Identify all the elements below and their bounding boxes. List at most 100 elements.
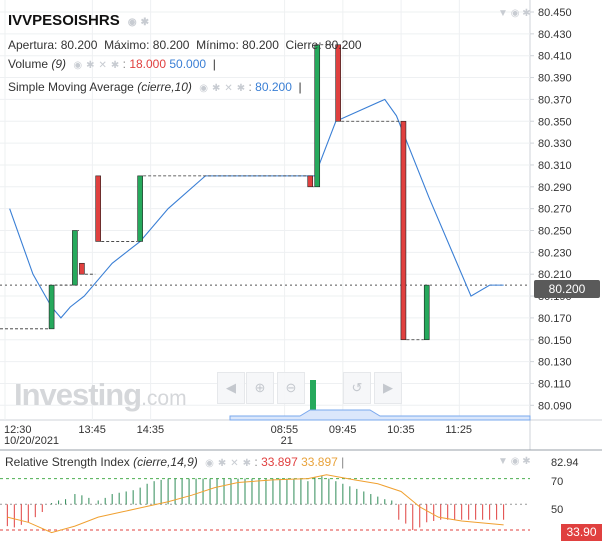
y-tick-label: 80.330 [538, 138, 572, 150]
y-tick-label: 80.430 [538, 29, 572, 41]
close-icon[interactable]: ✕ [230, 458, 239, 469]
close-value: 80.200 [324, 38, 362, 52]
close-label: Cierre: [285, 38, 322, 52]
rsi-legend: Relative Strength Index (cierre,14,9) ◉ ✱… [5, 455, 345, 469]
eye-icon[interactable]: ◉ [73, 60, 83, 71]
candle [79, 262, 85, 275]
sma-polyline [9, 98, 504, 319]
current-price-label: 80.200 [534, 280, 600, 298]
eye-icon[interactable]: ◉ [199, 83, 208, 94]
gear-icon[interactable]: ✱ [242, 458, 252, 469]
price-grid [0, 0, 602, 451]
logo-main: Investing [14, 377, 142, 412]
candle [72, 230, 78, 286]
y-tick-label: 80.390 [538, 73, 572, 85]
x-tick-label: 14:35 [137, 424, 165, 436]
scroll-right-button[interactable]: ▶ [374, 372, 402, 404]
gear-icon[interactable]: ✱ [140, 17, 149, 28]
eye-icon[interactable]: ◉ [510, 456, 520, 467]
rsi-value-2: 33.897 [301, 455, 338, 469]
zoom-out-icon: ⊖ [285, 380, 297, 395]
high-label: Máximo: [104, 38, 150, 52]
high-value: 80.200 [152, 38, 190, 52]
y-tick-label: 80.210 [538, 269, 572, 281]
gear-icon[interactable]: ✱ [522, 8, 531, 19]
investing-logo: Investing.com [14, 377, 187, 413]
volume-area [229, 409, 531, 421]
scroll-left-button[interactable]: ◀ [217, 372, 245, 404]
eye-icon[interactable]: ◉ [510, 8, 520, 19]
x-tick-label: 13:45 [78, 424, 106, 436]
ohlc-row: Apertura: 80.200 Máximo: 80.200 Mínimo: … [8, 38, 362, 52]
gear-icon[interactable]: ✱ [86, 60, 95, 71]
x-tick-label: 09:45 [329, 424, 357, 436]
gear-icon[interactable]: ✱ [236, 83, 246, 94]
sma-label: Simple Moving Average [8, 80, 134, 94]
y-tick-label: 80.270 [538, 204, 572, 216]
chevron-right-icon: ▶ [383, 380, 393, 395]
rsi-y-tick-label: 70 [551, 476, 563, 488]
rsi-panel-controls: ▼ ◉ ✱ [498, 456, 531, 467]
candle [48, 284, 55, 330]
ticker-title: IVVPESOISHRS ◉ ✱ [8, 12, 149, 29]
y-tick-label: 80.290 [538, 182, 572, 194]
rsi-param: (cierre,14,9) [133, 455, 198, 469]
candles [48, 44, 430, 341]
open-label: Apertura: [8, 38, 58, 52]
open-value: 80.200 [60, 38, 98, 52]
candle [335, 44, 341, 122]
volume-legend: Volume (9) ◉ ✱ ✕ ✱ : 18.000 50.000 | [8, 57, 216, 71]
chevron-left-icon: ◀ [226, 380, 236, 395]
gear-icon[interactable]: ✱ [211, 83, 221, 94]
x-tick-label: 11:25 [445, 424, 472, 436]
candle [137, 175, 143, 242]
y-tick-label: 80.250 [538, 226, 572, 238]
reset-icon: ↺ [351, 380, 363, 395]
eye-icon[interactable]: ◉ [205, 458, 214, 469]
y-tick-label: 80.170 [538, 313, 572, 325]
gear-icon[interactable]: ✱ [217, 458, 227, 469]
close-icon[interactable]: ✕ [224, 83, 233, 94]
chevron-down-icon[interactable]: ▼ [498, 456, 508, 467]
gear-icon[interactable]: ✱ [110, 60, 120, 71]
volume-value-1: 18.000 [129, 57, 167, 71]
volume-label: Volume [8, 57, 49, 71]
gear-icon[interactable]: ✱ [522, 456, 531, 467]
y-tick-label: 80.310 [538, 160, 572, 172]
sma-value: 80.200 [255, 80, 292, 94]
rsi-label: Relative Strength Index [5, 455, 130, 469]
sma-param: (cierre,10) [137, 80, 192, 94]
rsi-panel: 82.94 70 50 [0, 457, 579, 534]
y-tick-label: 80.090 [538, 400, 572, 412]
x-tick-sublabel: 10/20/2021 [4, 435, 59, 447]
price-axis: 80.450 80.430 80.410 80.390 80.370 80.350 80.3… [530, 7, 572, 412]
y-tick-label: 80.130 [538, 357, 572, 369]
zoom-in-button[interactable]: ⊕ [246, 372, 274, 404]
candle [400, 120, 407, 341]
logo-suffix: .com [141, 387, 187, 410]
rsi-y-tick-label: 50 [551, 504, 563, 516]
chevron-down-icon[interactable]: ▼ [498, 8, 508, 19]
candle [95, 175, 101, 242]
volume-bars [229, 380, 531, 421]
eye-icon[interactable]: ◉ [127, 17, 137, 28]
sma-line [9, 98, 504, 319]
rsi-value-label: 33.90 [561, 524, 602, 541]
x-tick-label: 08:55 [271, 424, 299, 436]
reset-button[interactable]: ↺ [343, 372, 371, 404]
low-value: 80.200 [242, 38, 279, 52]
candle [423, 284, 430, 341]
y-tick-label: 80.110 [538, 378, 571, 390]
sma-legend: Simple Moving Average (cierre,10) ◉ ✱ ✕ ✱ :… [8, 80, 302, 94]
candle [307, 175, 314, 188]
rsi-value-1: 33.897 [261, 455, 298, 469]
zoom-out-button[interactable]: ⊖ [277, 372, 305, 404]
zoom-in-icon: ⊕ [254, 380, 266, 395]
close-icon[interactable]: ✕ [98, 60, 107, 71]
panel-controls: ▼ ◉ ✱ [498, 8, 531, 19]
x-tick-label: 12:30 [4, 424, 32, 436]
ticker-name: IVVPESOISHRS [8, 12, 120, 29]
rsi-y-tick-label: 82.94 [551, 457, 579, 469]
candle [314, 44, 321, 188]
